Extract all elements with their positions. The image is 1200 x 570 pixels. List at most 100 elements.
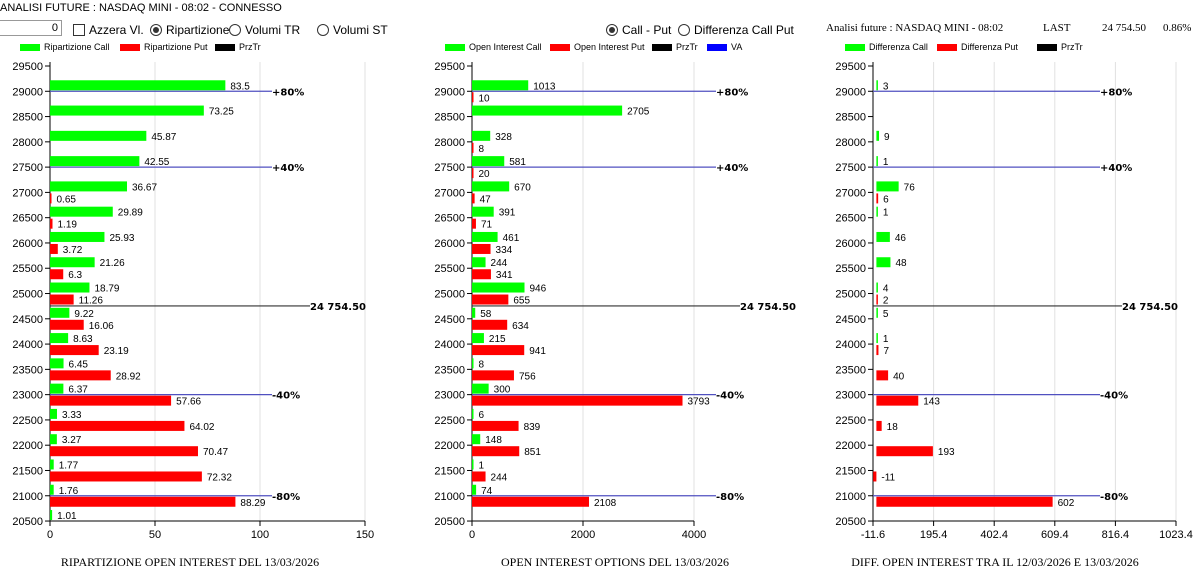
- bar-value-label: 655: [513, 296, 530, 307]
- y-tick-label: 24500: [835, 314, 866, 326]
- put-bar: [472, 168, 474, 179]
- bar-value-label: 2108: [594, 498, 617, 509]
- legend-label: PrzTr: [1061, 42, 1083, 52]
- y-tick-label: 23000: [434, 390, 465, 402]
- y-tick-label: 23500: [12, 364, 43, 376]
- y-tick-label: 26000: [434, 238, 465, 250]
- bar-value-label: 11.26: [79, 296, 104, 307]
- bar-value-label: 6: [883, 194, 889, 205]
- x-tick-label: 609.4: [1041, 529, 1069, 541]
- bar-value-label: -11: [881, 472, 895, 483]
- y-tick-label: 24000: [434, 339, 465, 351]
- y-tick-label: 28500: [12, 112, 43, 124]
- put-bar: [50, 294, 74, 305]
- radio-ripartizione[interactable]: Ripartizione: [150, 23, 229, 37]
- chart-title: DIFF. OPEN INTEREST TRA IL 12/03/2026 E …: [851, 555, 1139, 569]
- put-bar: [472, 193, 475, 204]
- price-label: 24 754.50: [1122, 302, 1178, 313]
- chart-title: RIPARTIZIONE OPEN INTEREST DEL 13/03/202…: [61, 555, 319, 569]
- radio-icon: [317, 24, 329, 36]
- y-tick-label: 26000: [835, 238, 866, 250]
- call-bar: [876, 156, 878, 167]
- value-input[interactable]: 0: [0, 20, 62, 36]
- call-bar: [472, 156, 505, 167]
- legend-label: Differenza Call: [869, 42, 928, 52]
- bar-value-label: 244: [491, 258, 508, 269]
- price-label: 24 754.50: [310, 302, 366, 313]
- bar-value-label: 1.77: [59, 460, 79, 471]
- call-bar: [472, 333, 484, 344]
- y-tick-label: 25500: [12, 263, 43, 275]
- put-bar: [472, 345, 525, 356]
- radio-differenza[interactable]: Differenza Call Put: [678, 23, 794, 37]
- bar-value-label: 1.76: [59, 486, 79, 497]
- bar-value-label: 2: [883, 296, 889, 307]
- put-bar: [50, 370, 111, 381]
- call-bar: [50, 282, 90, 293]
- radio-label: Ripartizione: [166, 23, 230, 37]
- call-bar: [472, 80, 529, 91]
- put-bar: [472, 142, 474, 153]
- y-tick-label: 29000: [12, 86, 43, 98]
- y-tick-label: 22500: [434, 415, 465, 427]
- level-label: +40%: [1100, 163, 1132, 174]
- level-label: +40%: [272, 163, 304, 174]
- legend-item: Open Interest Put: [550, 42, 645, 52]
- bar-value-label: 1.01: [57, 511, 77, 522]
- azzera-checkbox[interactable]: Azzera Vl.: [73, 23, 144, 37]
- legend-swatch: [550, 43, 570, 51]
- bar-value-label: 73.25: [209, 107, 234, 118]
- y-tick-label: 29500: [835, 61, 866, 73]
- legend-item: VA: [707, 42, 742, 52]
- y-tick-label: 23000: [12, 390, 43, 402]
- bar-value-label: 143: [923, 397, 940, 408]
- x-tick-label: 816.4: [1102, 529, 1130, 541]
- radio-call-put[interactable]: Call - Put: [606, 23, 671, 37]
- radio-volumi-tr[interactable]: Volumi TR: [229, 23, 300, 37]
- call-bar: [50, 459, 54, 470]
- bar-value-label: 25.93: [109, 233, 134, 244]
- radio-volumi-st[interactable]: Volumi ST: [317, 23, 388, 37]
- call-bar: [472, 383, 489, 394]
- y-tick-label: 24000: [12, 339, 43, 351]
- bar-value-label: 941: [529, 346, 546, 357]
- put-bar: [876, 294, 878, 305]
- legend-item: PrzTr: [652, 42, 698, 52]
- call-bar: [472, 307, 476, 318]
- bar-value-label: 8: [479, 359, 485, 370]
- bar-value-label: 64.02: [189, 422, 214, 433]
- bar-value-label: 602: [1058, 498, 1075, 509]
- legend-item: Differenza Put: [937, 42, 1018, 52]
- bar-value-label: 3.33: [62, 410, 82, 421]
- level-label: -40%: [716, 391, 744, 402]
- bar-value-label: 391: [499, 208, 516, 219]
- y-tick-label: 27000: [12, 187, 43, 199]
- call-bar: [50, 484, 54, 495]
- y-tick-label: 23500: [434, 364, 465, 376]
- put-bar: [472, 370, 514, 381]
- price-label: 24 754.50: [740, 302, 796, 313]
- legend-swatch: [652, 43, 672, 51]
- call-bar: [876, 257, 891, 268]
- call-bar: [50, 307, 70, 318]
- bar-value-label: 58: [480, 309, 492, 320]
- x-tick-label: 0: [469, 529, 475, 541]
- put-bar: [50, 471, 202, 482]
- bar-value-label: 70.47: [203, 447, 228, 458]
- legend-label: Open Interest Call: [469, 42, 542, 52]
- info-text: Analisi future : NASDAQ MINI - 08:02: [826, 22, 1004, 34]
- put-bar: [472, 294, 509, 305]
- window-title: ANALISI FUTURE : NASDAQ MINI - 08:02 - C…: [0, 2, 282, 14]
- y-tick-label: 24500: [434, 314, 465, 326]
- y-tick-label: 21000: [835, 491, 866, 503]
- y-tick-label: 29000: [434, 86, 465, 98]
- put-bar: [873, 471, 877, 482]
- y-tick-label: 28500: [835, 112, 866, 124]
- radio-label: Differenza Call Put: [694, 23, 794, 37]
- bar-value-label: 215: [489, 334, 506, 345]
- legend-item: Differenza Call: [845, 42, 928, 52]
- bar-value-label: 20: [479, 169, 491, 180]
- change-value: 0.86%: [1163, 22, 1192, 34]
- legend-swatch: [120, 43, 140, 51]
